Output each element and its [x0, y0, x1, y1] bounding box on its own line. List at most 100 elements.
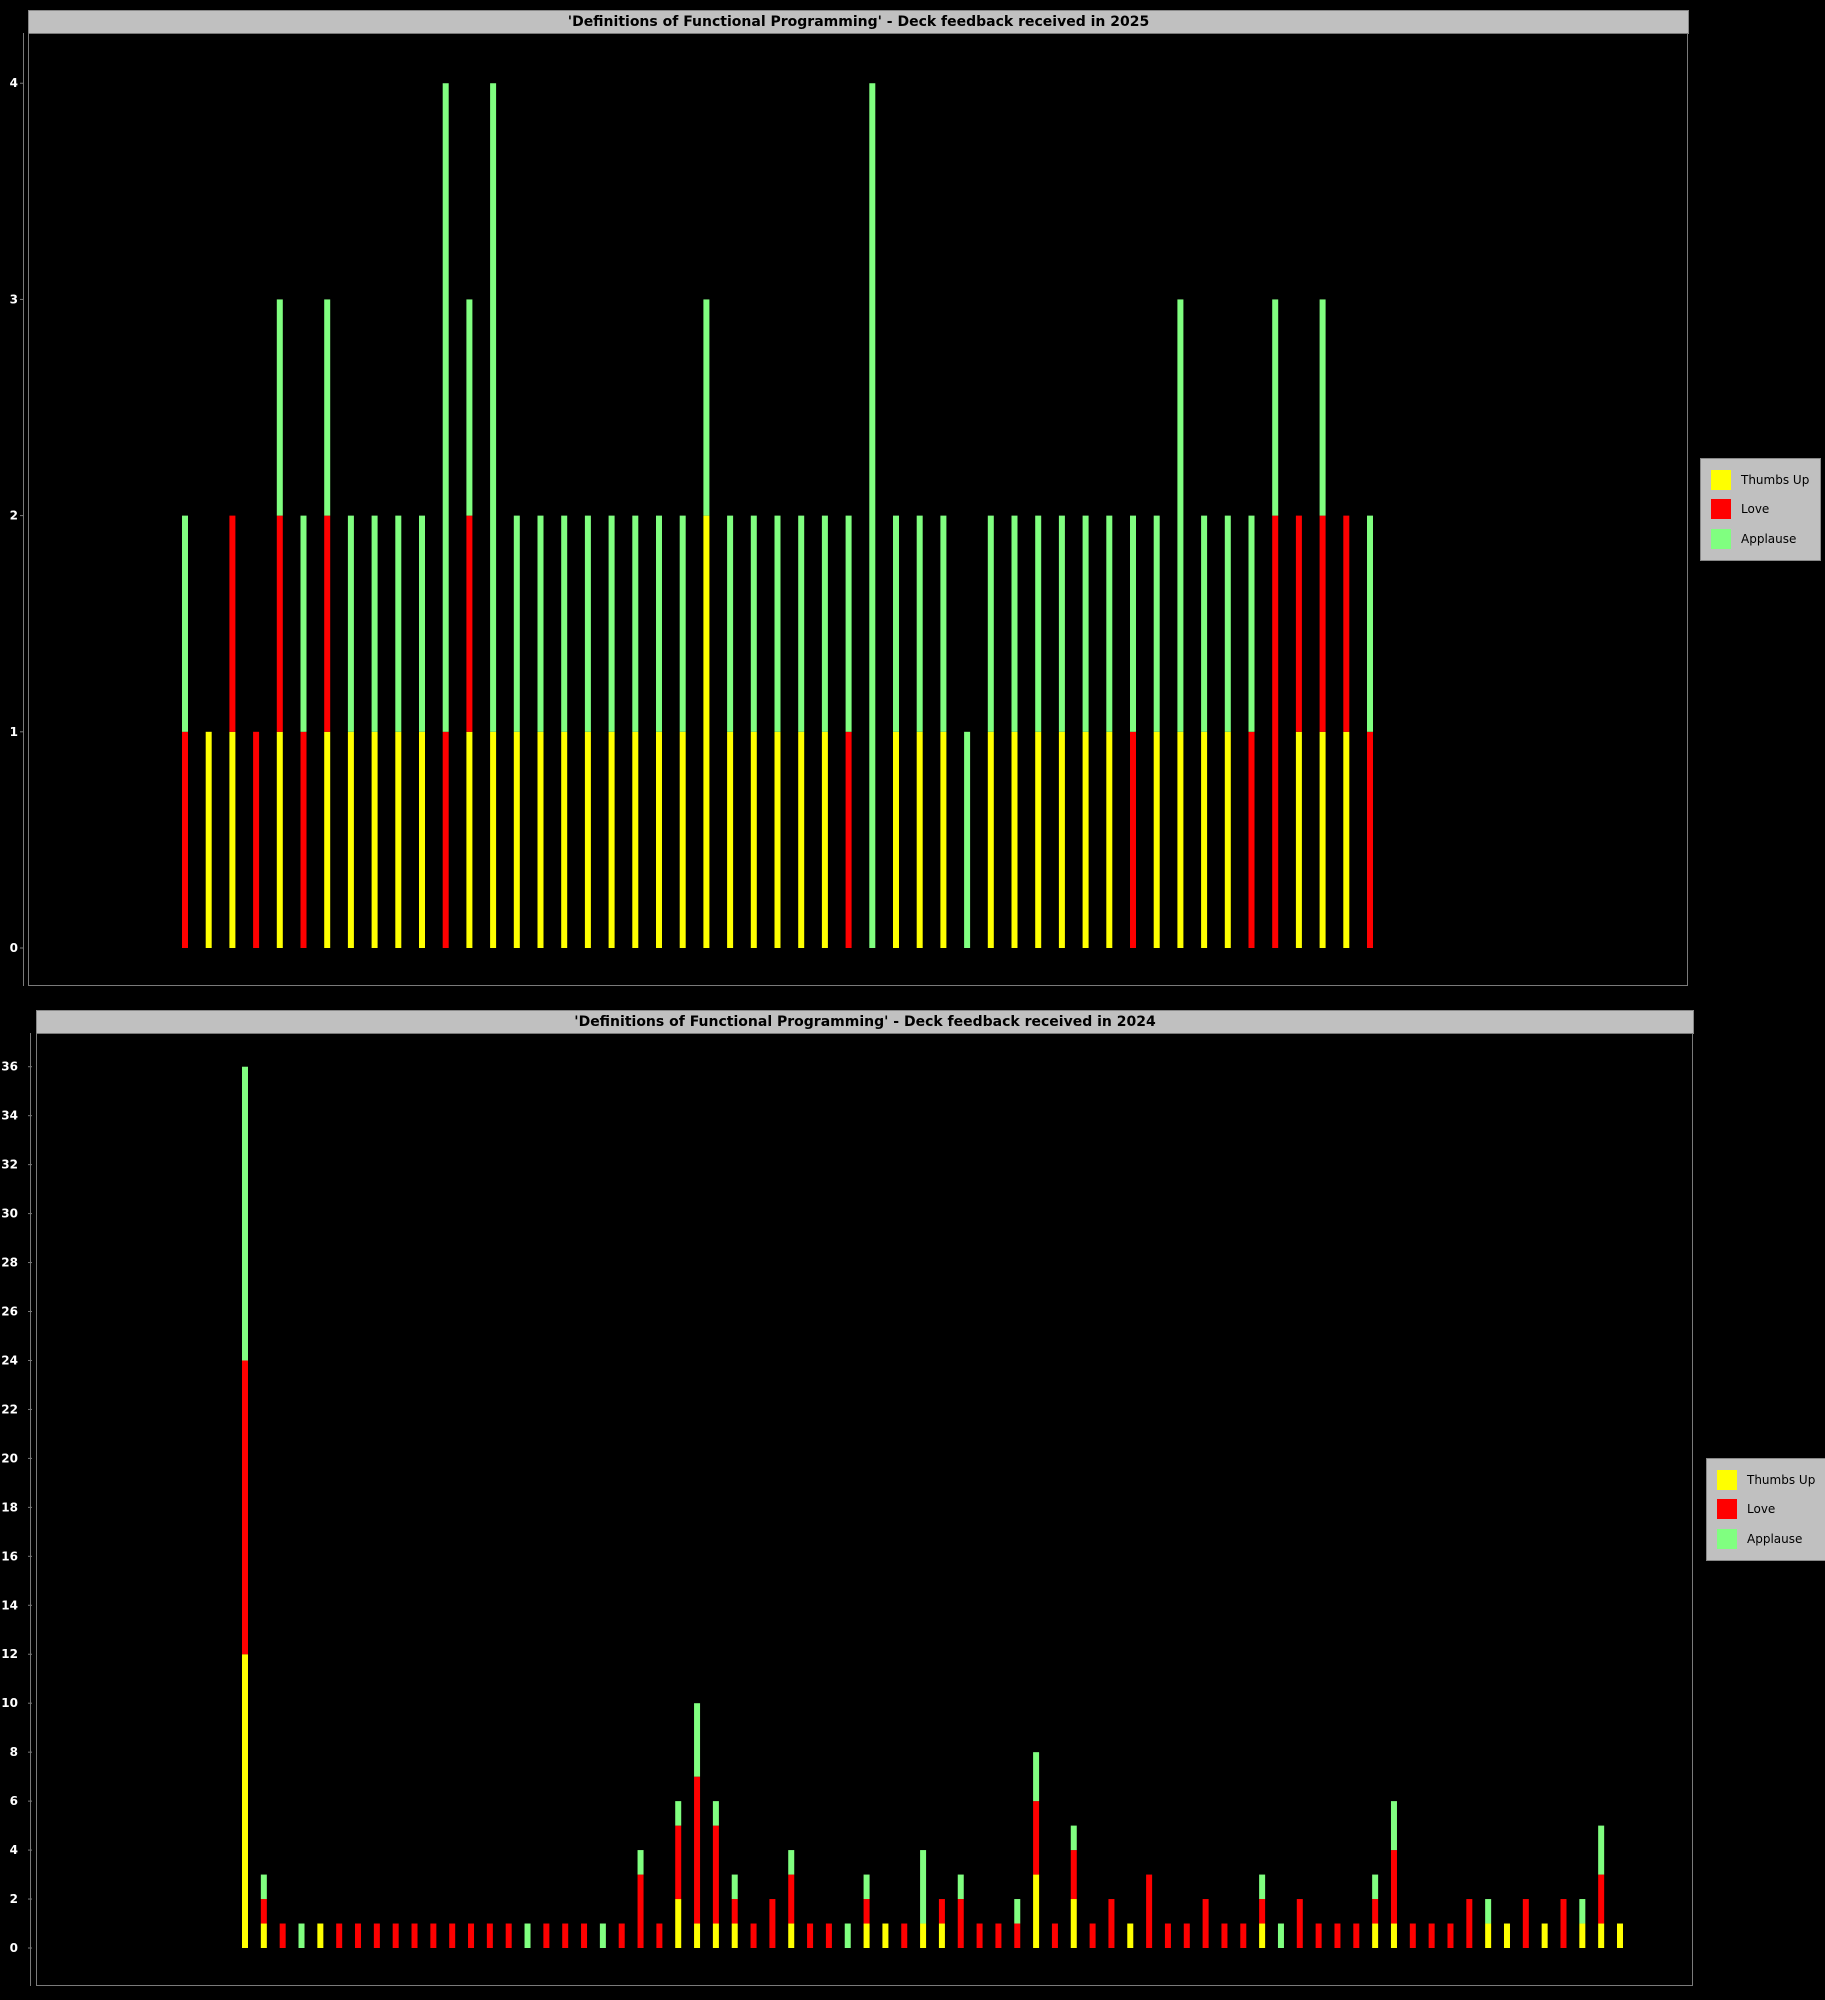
bar-segment-applause	[957, 1874, 964, 1900]
bar-segment-thumbs-up	[490, 731, 497, 948]
bar-segment-love	[1259, 1899, 1266, 1924]
bar-segment-applause	[1598, 1825, 1605, 1875]
bar-segment-love	[1014, 1923, 1021, 1948]
bar-segment-applause	[182, 515, 188, 732]
bar-segment-love	[1089, 1923, 1096, 1948]
bar-segment-applause	[1224, 515, 1231, 732]
bar-segment-thumbs-up	[1153, 731, 1160, 948]
bar-segment-applause	[964, 731, 971, 948]
bar-segment-love	[279, 1923, 286, 1948]
bar-segment-applause	[869, 83, 876, 948]
bar-segment-thumbs-up	[584, 731, 591, 948]
bar-segment-thumbs-up	[798, 731, 805, 948]
legend-swatch-thumbs-up	[1717, 1470, 1737, 1490]
bar-segment-applause	[298, 1923, 305, 1948]
bar-segment-applause	[419, 515, 425, 732]
bar-segment-love	[442, 731, 449, 948]
bar-segment-applause	[1579, 1899, 1586, 1924]
bar-segment-thumbs-up	[1177, 731, 1184, 948]
bar-segment-love	[1560, 1899, 1567, 1948]
bar-segment-thumbs-up	[347, 731, 354, 948]
bar-segment-thumbs-up	[324, 731, 331, 948]
y-tick-label: 20	[1, 1451, 18, 1465]
y-tick-label: 4	[10, 76, 18, 90]
y-tick-label: 24	[1, 1353, 18, 1367]
bar-segment-applause	[608, 515, 615, 732]
bar-segment-applause	[561, 515, 568, 732]
bar-segment-love	[1319, 515, 1326, 732]
bar-segment-applause	[347, 515, 354, 732]
bar-segment-thumbs-up	[466, 731, 473, 948]
bar-segment-thumbs-up	[1035, 731, 1042, 948]
bar-segment-love	[1146, 1874, 1153, 1948]
bar-segment-love	[466, 515, 473, 732]
bar-segment-thumbs-up	[1201, 731, 1208, 948]
legend-label-love: Love	[1747, 1502, 1776, 1516]
bar-segment-applause	[916, 515, 923, 732]
bar-segment-applause	[1277, 1923, 1284, 1948]
bar-segment-love	[712, 1825, 719, 1924]
bar-segment-love	[581, 1923, 588, 1948]
bar-segment-love	[675, 1825, 682, 1900]
bar-segment-thumbs-up	[317, 1923, 324, 1948]
bar-segment-applause	[442, 83, 449, 732]
bar-segment-thumbs-up	[395, 731, 402, 948]
bar-segment-applause	[821, 515, 828, 732]
bar-segment-applause	[637, 1850, 644, 1875]
bar-segment-applause	[712, 1801, 719, 1826]
bar-segment-love	[825, 1923, 832, 1948]
bar-segment-applause	[940, 515, 947, 732]
bar-segment-applause	[1177, 299, 1184, 732]
bar-segment-love	[957, 1899, 964, 1948]
y-tick-label: 2	[10, 509, 18, 523]
bar-segment-thumbs-up	[1070, 1899, 1077, 1948]
legend-label-thumbs-up: Thumbs Up	[1741, 473, 1810, 487]
bar-segment-love	[731, 1899, 738, 1924]
bar-segment-applause	[324, 299, 331, 516]
y-tick-label: 8	[10, 1745, 18, 1759]
bar-segment-applause	[1058, 515, 1065, 732]
bar-segment-applause	[1319, 299, 1326, 516]
y-axis-line-2025	[23, 33, 24, 986]
bar-segment-applause	[656, 515, 662, 732]
bar-segment-love	[1390, 1850, 1397, 1924]
y-tick-label: 1	[10, 725, 18, 739]
bar-segment-applause	[731, 1874, 738, 1900]
bar-segment-thumbs-up	[205, 731, 212, 948]
bar-segment-applause	[466, 299, 473, 516]
bar-segment-love	[750, 1923, 757, 1948]
bar-segment-thumbs-up	[821, 731, 828, 948]
legend-label-thumbs-up: Thumbs Up	[1747, 1473, 1816, 1487]
bar-segment-thumbs-up	[731, 1923, 738, 1948]
bar-segment-love	[1248, 731, 1255, 948]
bar-segment-love	[1409, 1923, 1416, 1948]
bar-segment-applause	[679, 515, 686, 732]
chart-svg-2025: 0 1 2 3 4	[10, 76, 1373, 955]
bar-segment-thumbs-up	[561, 731, 568, 948]
bar-segment-love	[505, 1923, 512, 1948]
y-tick-label: 32	[1, 1158, 18, 1172]
bar-segment-thumbs-up	[694, 1923, 701, 1948]
bar-segment-love	[1353, 1923, 1360, 1948]
bar-segment-applause	[490, 83, 497, 732]
bar-segment-applause	[675, 1801, 682, 1826]
bar-segment-thumbs-up	[537, 731, 544, 948]
bar-segment-applause	[844, 1923, 851, 1948]
bar-segment-love	[392, 1923, 399, 1948]
bar-segment-thumbs-up	[940, 731, 947, 948]
y-tick-label: 16	[1, 1549, 18, 1563]
legend-2024: Thumbs Up Love Applause	[1706, 1458, 1825, 1561]
bar-segment-applause	[1372, 1874, 1379, 1900]
bar-segment-applause	[599, 1923, 606, 1948]
y-tick-label: 22	[1, 1402, 18, 1416]
bar-segment-applause	[863, 1874, 870, 1900]
bar-segment-applause	[1014, 1899, 1021, 1924]
bar-segment-love	[1272, 515, 1279, 948]
bar-segment-thumbs-up	[938, 1923, 945, 1948]
bar-segment-applause	[1130, 515, 1136, 732]
bar-segment-thumbs-up	[229, 731, 236, 948]
bar-segment-applause	[513, 515, 520, 732]
legend-swatch-love	[1711, 499, 1731, 519]
bar-segment-love	[788, 1874, 795, 1924]
bar-segment-love	[1240, 1923, 1247, 1948]
